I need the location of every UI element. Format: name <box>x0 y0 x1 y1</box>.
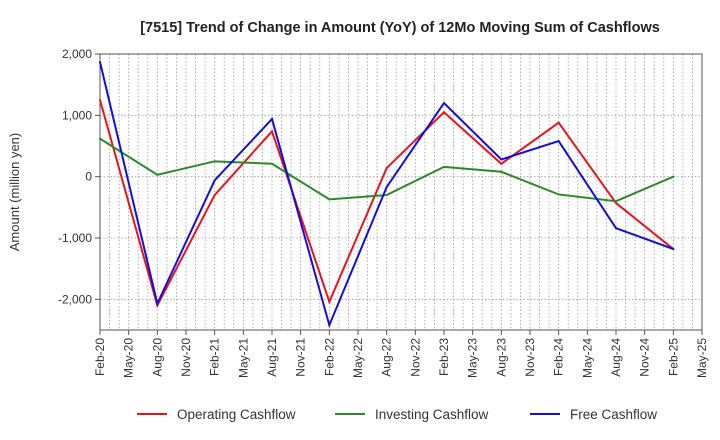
data-point-free-cashflow <box>99 60 101 63</box>
data-point-investing-cashflow <box>615 200 617 203</box>
x-tick-label: Feb-24 <box>552 338 566 376</box>
data-point-free-cashflow <box>557 140 560 143</box>
data-point-investing-cashflow <box>385 194 388 197</box>
data-point-free-cashflow <box>156 302 159 305</box>
x-tick-label: May-21 <box>236 338 250 378</box>
data-point-free-cashflow <box>672 248 675 251</box>
legend-label-free-cashflow: Free Cashflow <box>570 407 657 422</box>
x-tick-label: Feb-25 <box>666 338 680 376</box>
y-tick-label: 1,000 <box>62 108 92 122</box>
x-tick-label: Nov-22 <box>408 338 422 377</box>
data-point-investing-cashflow <box>156 173 159 176</box>
data-point-operating-cashflow <box>615 202 617 205</box>
legend-label-operating-cashflow: Operating Cashflow <box>177 407 296 422</box>
data-point-free-cashflow <box>271 118 273 121</box>
y-tick-label: 0 <box>85 170 92 184</box>
x-tick-label: Feb-23 <box>437 338 451 376</box>
y-axis-label: Amount (million yen) <box>7 133 22 252</box>
x-tick-label: Aug-24 <box>609 338 623 377</box>
legend: Operating Cashflow Investing Cashflow Free… <box>137 407 657 422</box>
gridlines <box>100 54 702 330</box>
data-point-investing-cashflow <box>271 162 273 165</box>
x-tick-label: Aug-23 <box>494 338 508 377</box>
data-point-free-cashflow <box>500 158 503 161</box>
x-tick-label: Nov-21 <box>294 338 308 377</box>
x-tick-label: Nov-23 <box>523 338 537 377</box>
data-point-operating-cashflow <box>385 167 388 170</box>
data-point-free-cashflow <box>615 227 617 230</box>
x-axis-ticks: Feb-20 May-20 Aug-20 Nov-20 Feb-21 May-21 Aug-… <box>93 330 709 378</box>
x-tick-label: May-25 <box>695 338 709 378</box>
x-tick-label: Nov-24 <box>638 338 652 377</box>
data-point-operating-cashflow <box>500 162 503 165</box>
x-tick-label: May-23 <box>466 338 480 378</box>
data-point-operating-cashflow <box>557 121 560 124</box>
y-tick-label: -1,000 <box>58 231 92 245</box>
x-tick-label: May-22 <box>351 338 365 378</box>
data-point-investing-cashflow <box>328 198 331 201</box>
data-point-investing-cashflow <box>672 175 675 178</box>
data-point-operating-cashflow <box>271 130 273 133</box>
data-point-operating-cashflow <box>99 99 101 101</box>
series-lines <box>99 60 675 329</box>
x-tick-label: Aug-20 <box>150 338 164 377</box>
legend-label-investing-cashflow: Investing Cashflow <box>375 407 489 422</box>
data-point-operating-cashflow <box>443 111 445 114</box>
data-point-operating-cashflow <box>328 300 331 303</box>
data-point-investing-cashflow <box>557 193 560 196</box>
data-point-investing-cashflow <box>99 137 101 140</box>
data-point-free-cashflow <box>443 102 445 105</box>
data-point-investing-cashflow <box>443 165 445 168</box>
chart-title: [7515] Trend of Change in Amount (YoY) o… <box>140 20 660 36</box>
x-tick-label: Feb-21 <box>208 338 222 376</box>
data-point-investing-cashflow <box>213 160 216 163</box>
data-point-free-cashflow <box>213 179 216 182</box>
data-point-free-cashflow <box>328 324 331 327</box>
x-tick-label: Feb-20 <box>93 338 107 376</box>
y-tick-label: -2,000 <box>58 292 92 306</box>
y-axis-ticks: 2,000 1,000 0 -1,000 -2,000 <box>58 47 100 306</box>
x-tick-label: Feb-22 <box>322 338 336 376</box>
x-tick-label: Nov-20 <box>179 338 193 377</box>
data-point-free-cashflow <box>385 186 388 189</box>
plot-area <box>99 53 703 331</box>
y-tick-label: 2,000 <box>62 47 92 61</box>
x-tick-label: May-20 <box>122 338 136 378</box>
x-tick-label: Aug-21 <box>265 338 279 377</box>
x-tick-label: Aug-22 <box>380 338 394 377</box>
x-tick-label: May-24 <box>580 338 594 378</box>
data-point-investing-cashflow <box>500 170 503 173</box>
data-point-operating-cashflow <box>213 194 216 197</box>
